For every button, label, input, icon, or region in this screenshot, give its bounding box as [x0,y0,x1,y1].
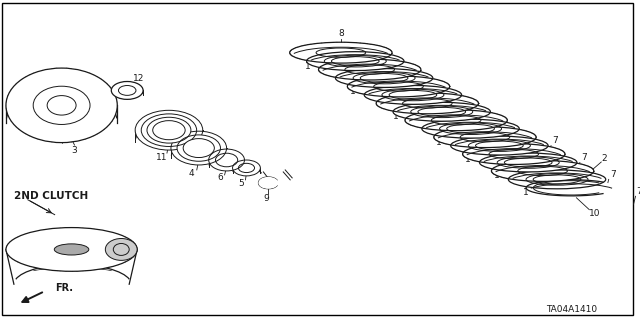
Text: TA04A1410: TA04A1410 [546,305,597,314]
Ellipse shape [508,170,605,189]
Text: 2: 2 [602,153,607,162]
Text: 7: 7 [637,187,640,196]
Ellipse shape [492,161,593,181]
Text: FR.: FR. [54,283,73,293]
Ellipse shape [335,69,433,87]
Ellipse shape [153,121,185,140]
Ellipse shape [238,163,255,173]
Ellipse shape [54,244,89,255]
Text: 3: 3 [72,145,77,155]
Text: 8: 8 [426,84,432,93]
Ellipse shape [290,42,392,63]
Ellipse shape [364,85,461,104]
Text: 8: 8 [383,56,389,66]
Ellipse shape [135,110,203,150]
Text: 1: 1 [305,62,310,70]
Text: 8: 8 [338,29,344,38]
Ellipse shape [141,114,196,146]
Text: 9: 9 [264,194,269,203]
Text: 11: 11 [156,152,168,161]
Ellipse shape [6,68,117,143]
Ellipse shape [111,81,143,100]
Ellipse shape [232,160,260,176]
Ellipse shape [6,227,137,271]
Text: 10: 10 [589,209,600,218]
Ellipse shape [171,131,227,165]
Text: 1: 1 [436,137,442,147]
Text: 7: 7 [581,153,587,162]
Text: 1: 1 [523,188,529,197]
Text: 5: 5 [239,179,244,188]
Text: 1: 1 [350,87,356,96]
Text: 7: 7 [552,136,558,145]
Ellipse shape [177,135,220,161]
Ellipse shape [435,127,536,147]
Text: 1: 1 [494,171,500,181]
Text: 8: 8 [470,111,476,120]
Ellipse shape [183,139,214,158]
Ellipse shape [209,149,244,171]
Ellipse shape [377,93,478,114]
Ellipse shape [422,119,519,138]
Ellipse shape [451,136,548,155]
Ellipse shape [479,153,577,172]
Ellipse shape [393,102,490,121]
Text: 1: 1 [465,154,471,164]
Text: 7: 7 [610,170,616,179]
Ellipse shape [319,59,420,80]
Text: 6: 6 [218,174,223,182]
Ellipse shape [216,153,237,167]
Ellipse shape [307,52,404,70]
Ellipse shape [106,239,137,260]
Ellipse shape [406,110,507,130]
Ellipse shape [259,177,278,189]
Ellipse shape [526,180,617,196]
Text: 2ND CLUTCH: 2ND CLUTCH [14,191,88,201]
Text: 1: 1 [393,112,399,121]
Ellipse shape [348,76,449,97]
Ellipse shape [147,117,191,143]
Text: 12: 12 [134,74,145,83]
Ellipse shape [463,144,564,164]
Text: 4: 4 [189,169,195,178]
